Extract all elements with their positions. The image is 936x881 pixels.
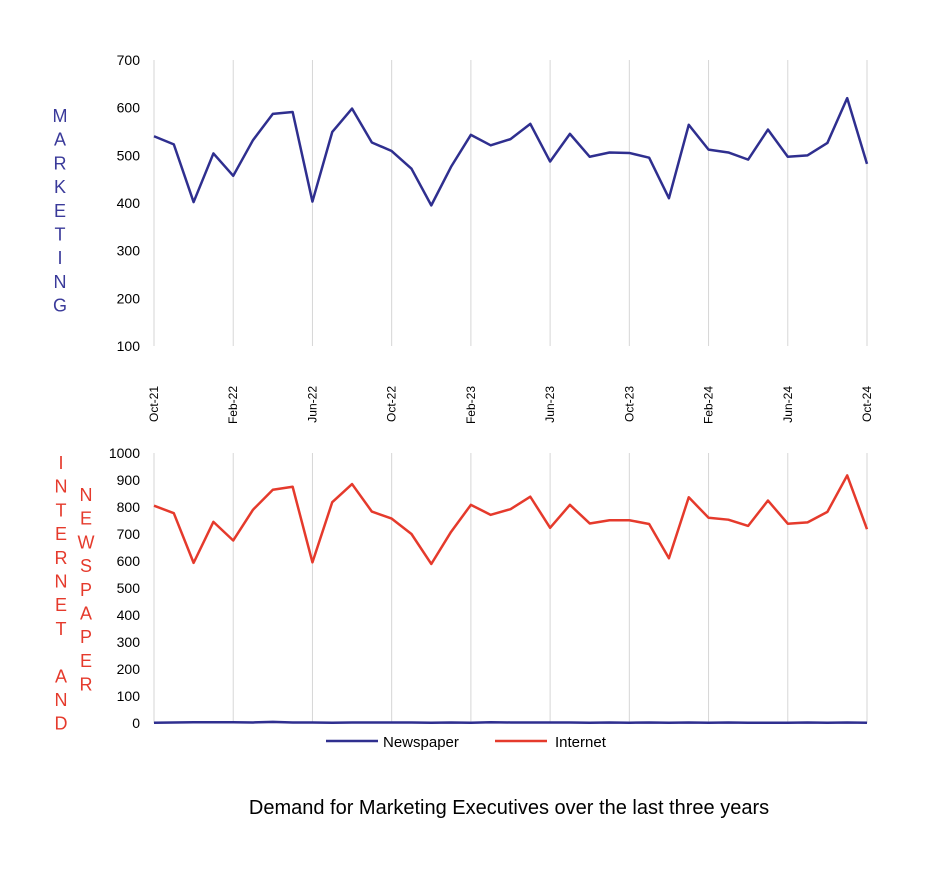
marketing-axis-title-letter: R [54, 153, 67, 173]
chart-legend: Newspaper Internet [326, 734, 607, 751]
internet-axis-title-letter: T [56, 500, 67, 520]
bottom-y-tick-label: 0 [132, 715, 140, 731]
newspaper-axis-title-letter: W [78, 532, 95, 552]
marketing-axis-title-letter: E [54, 201, 66, 221]
internet-axis-title-letter: N [55, 477, 68, 497]
newspaper-axis-title-letter: E [80, 509, 92, 529]
x-tick-label: Feb-23 [464, 386, 478, 424]
x-tick-label: Jun-24 [781, 386, 795, 423]
bottom-y-tick-label: 300 [117, 634, 141, 650]
newspaper-axis-title-letter: R [80, 675, 93, 695]
bottom-y-tick-label: 900 [117, 472, 141, 488]
newspaper-axis-title-letter: P [80, 627, 92, 647]
bottom-y-tick-label: 400 [117, 607, 141, 623]
newspaper-axis-title-letter: S [80, 556, 92, 576]
marketing-axis-title-letter: G [53, 296, 67, 316]
internet-newspaper-chart: 10009008007006005004003002001000INTERNET… [55, 445, 868, 734]
top-y-tick-label: 200 [117, 290, 141, 306]
marketing-chart: 700 600 500 400 300 200 100 Oct-21 Feb-22 Jun-22 O… [53, 52, 875, 424]
bottom-y-tick-label: 100 [117, 688, 141, 704]
internet-axis-title-letter: E [55, 595, 67, 615]
internet-axis-title-letter: N [55, 572, 68, 592]
newspaper-axis-title-letter: N [80, 485, 93, 505]
top-y-tick-label: 600 [117, 100, 141, 116]
newspaper-axis-title-letter: A [80, 604, 92, 624]
internet-axis-title-letter: T [56, 619, 67, 639]
bottom-y-tick-label: 600 [117, 553, 141, 569]
internet-axis-title-letter: A [55, 666, 67, 686]
marketing-axis-title-letter: M [53, 106, 68, 126]
bottom-y-tick-label: 700 [117, 526, 141, 542]
x-tick-label: Feb-24 [702, 386, 716, 424]
legend-label-internet: Internet [555, 734, 607, 751]
newspaper-axis-title-letter: P [80, 580, 92, 600]
x-tick-label: Feb-22 [226, 386, 240, 424]
marketing-axis-title-letter: T [55, 225, 66, 245]
bottom-y-tick-label: 200 [117, 661, 141, 677]
marketing-axis-title-letter: A [54, 130, 66, 150]
marketing-axis-title-letter: I [57, 248, 62, 268]
top-y-tick-label: 300 [117, 243, 141, 259]
newspaper-series-line [154, 722, 867, 723]
internet-axis-title-letter: D [55, 714, 68, 734]
bottom-y-tick-label: 800 [117, 499, 141, 515]
x-tick-label: Jun-23 [543, 386, 557, 423]
internet-axis-title-letter: N [55, 690, 68, 710]
top-y-tick-label: 400 [117, 195, 141, 211]
internet-series-line [154, 475, 867, 564]
marketing-axis-title-letter: N [54, 272, 67, 292]
internet-axis-title-letter: E [55, 524, 67, 544]
bottom-y-tick-label: 1000 [109, 445, 140, 461]
top-y-tick-label: 500 [117, 147, 141, 163]
top-y-tick-label: 100 [117, 338, 141, 354]
internet-axis-title-letter: R [55, 548, 68, 568]
x-tick-label: Oct-21 [147, 386, 161, 422]
newspaper-axis-title-letter: E [80, 651, 92, 671]
chart-caption: Demand for Marketing Executives over the… [0, 797, 936, 820]
marketing-axis-title-letter: K [54, 177, 66, 197]
top-y-tick-label: 700 [117, 52, 141, 68]
internet-axis-title-letter: I [58, 453, 63, 473]
legend-label-newspaper: Newspaper [383, 734, 459, 751]
x-tick-label: Jun-22 [305, 386, 319, 423]
x-tick-label: Oct-24 [860, 386, 874, 422]
x-tick-label: Oct-22 [385, 386, 399, 422]
bottom-y-tick-label: 500 [117, 580, 141, 596]
x-tick-label: Oct-23 [622, 386, 636, 422]
marketing-series-line [154, 98, 867, 205]
